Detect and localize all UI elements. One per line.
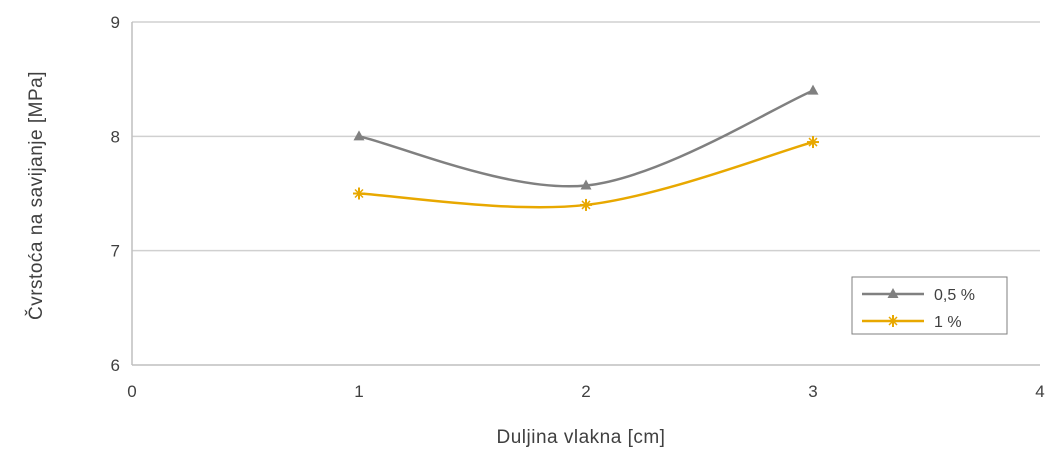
- axes: [131, 22, 1040, 366]
- x-tick-label: 4: [1035, 382, 1044, 401]
- x-tick-label: 3: [808, 382, 817, 401]
- y-tick-label: 6: [111, 356, 120, 375]
- data-point: [807, 136, 819, 149]
- y-tick-label: 8: [111, 127, 120, 146]
- x-tick-label: 2: [581, 382, 590, 401]
- y-axis-label: Čvrstoća na savijanje [MPa]: [25, 71, 47, 320]
- legend-marker: [887, 315, 899, 327]
- legend-label: 1 %: [934, 314, 962, 331]
- y-tick-label: 9: [111, 13, 120, 32]
- legend-marker: [887, 288, 899, 298]
- x-tick-label: 0: [127, 382, 136, 401]
- x-axis-label: Duljina vlakna [cm]: [497, 427, 666, 448]
- gridlines: [132, 21, 1040, 252]
- data-point: [807, 84, 819, 95]
- legend-items: 0,5 % 1 %: [862, 287, 975, 331]
- legend: 0,5 % 1 %: [851, 276, 1008, 335]
- data-point: [580, 198, 592, 211]
- series-line-1: [358, 140, 814, 209]
- x-tick-label: 1: [354, 382, 363, 401]
- data-point: [353, 130, 365, 141]
- data-point: [353, 187, 365, 200]
- series-line-0: [358, 89, 814, 188]
- series-lines: [353, 84, 819, 211]
- y-tick-label: 7: [111, 242, 120, 261]
- data-point: [580, 179, 592, 190]
- legend-label: 0,5 %: [934, 287, 975, 304]
- tick-labels: 6 7 8 9 0 1 2 3 4: [111, 13, 1045, 401]
- legend-box: [851, 276, 1008, 335]
